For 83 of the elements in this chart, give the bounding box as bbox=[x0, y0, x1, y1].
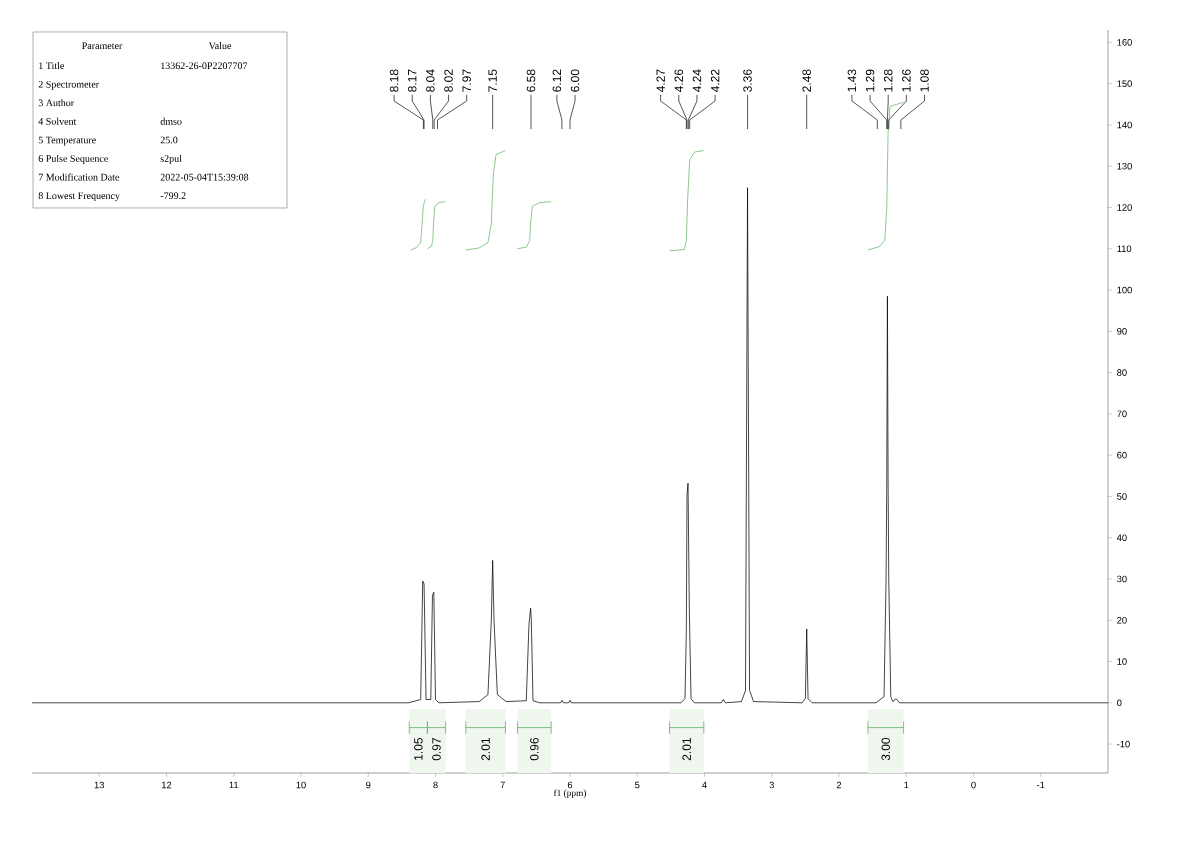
y-tick-label: 20 bbox=[1117, 616, 1127, 624]
category-label: 2 Spectrometer bbox=[38, 80, 99, 90]
text: 2022-05-04T15:39:08 bbox=[160, 173, 249, 181]
x-tick-label: 3 bbox=[769, 781, 774, 789]
x-tick-label: 8 bbox=[433, 781, 438, 789]
category-label: 4 Solvent bbox=[38, 117, 77, 125]
annotation: 6.12 bbox=[552, 69, 562, 92]
x-tick-label: 9 bbox=[366, 781, 371, 789]
y-tick-label: 130 bbox=[1117, 162, 1132, 170]
x-tick-label: 12 bbox=[162, 781, 172, 789]
y-tick-label: 40 bbox=[1116, 534, 1127, 541]
y-tick-label: 70 bbox=[1117, 410, 1127, 418]
x-tick-label: 7 bbox=[500, 781, 505, 789]
annotation: 6.58 bbox=[526, 69, 536, 92]
line-series bbox=[517, 201, 552, 250]
category-label: 7 Modification Date bbox=[38, 173, 120, 181]
annotation: 1.43 bbox=[847, 69, 857, 92]
x-tick-label: 5 bbox=[635, 781, 640, 789]
category-label: 5 Temperature bbox=[38, 136, 96, 146]
x-tick-label: 6 bbox=[567, 781, 573, 789]
annotation: 8.04 bbox=[426, 69, 435, 92]
line-series bbox=[465, 150, 506, 251]
line-series bbox=[669, 150, 705, 252]
band-label: 0.96 bbox=[530, 737, 539, 761]
text: 25.0 bbox=[160, 136, 178, 144]
text: -799.2 bbox=[160, 192, 186, 200]
y-tick-label: 160 bbox=[1117, 39, 1132, 46]
annotation: Value bbox=[208, 42, 232, 50]
annotation: 8.02 bbox=[444, 69, 453, 92]
y-tick-label: 0 bbox=[1117, 699, 1122, 707]
y-tick-label: 80 bbox=[1117, 369, 1127, 376]
y-tick-label: 110 bbox=[1117, 245, 1132, 253]
y-tick-label: 150 bbox=[1117, 80, 1132, 87]
x-axis-title: f1 (ppm) bbox=[553, 789, 587, 799]
annotation: 1.08 bbox=[920, 69, 929, 92]
x-tick-label: 13 bbox=[94, 781, 105, 789]
category-label: 6 Pulse Sequence bbox=[38, 154, 108, 164]
band-label: 2.01 bbox=[682, 738, 691, 761]
y-tick-label: 10 bbox=[1117, 658, 1127, 665]
band-label: 0.97 bbox=[432, 738, 441, 761]
x-tick-label: 2 bbox=[836, 781, 842, 789]
band-label: 1.05 bbox=[414, 737, 423, 760]
y-tick-label: -10 bbox=[1117, 740, 1130, 748]
y-tick-label: 100 bbox=[1117, 286, 1132, 294]
x-tick-label: 0 bbox=[971, 781, 976, 789]
category-label: 1 Title bbox=[39, 62, 64, 70]
x-tick-label: 1 bbox=[904, 781, 909, 789]
annotation: 4.27 bbox=[656, 69, 665, 93]
annotation: 8.18 bbox=[389, 69, 399, 92]
annotation: 1.29 bbox=[865, 69, 875, 92]
x-tick-label: 10 bbox=[296, 781, 306, 789]
category-label: 3 Author bbox=[38, 99, 75, 107]
x-tick-label: -1 bbox=[1037, 781, 1045, 789]
text: s2pul bbox=[160, 154, 182, 164]
x-tick-label: 4 bbox=[702, 781, 707, 789]
y-tick-label: 90 bbox=[1117, 328, 1127, 335]
y-tick-label: 30 bbox=[1117, 575, 1127, 583]
annotation: 7.97 bbox=[462, 69, 471, 92]
y-tick-label: 140 bbox=[1117, 121, 1132, 129]
line-series bbox=[867, 101, 904, 251]
annotation: 4.24 bbox=[692, 69, 702, 93]
annotation: 1.26 bbox=[902, 69, 911, 92]
category-label: 8 Lowest Frequency bbox=[38, 192, 120, 202]
y-tick-label: 120 bbox=[1117, 204, 1132, 211]
line-series bbox=[427, 201, 446, 250]
annotation: 3.36 bbox=[743, 69, 752, 92]
annotation: 4.22 bbox=[710, 69, 720, 93]
band-label: 2.01 bbox=[481, 738, 490, 761]
annotation: 7.15 bbox=[488, 69, 497, 92]
text: dmso bbox=[160, 117, 182, 125]
annotation: Parameter bbox=[82, 42, 123, 50]
annotation: 1.28 bbox=[883, 69, 893, 92]
x-tick-label: 11 bbox=[229, 781, 239, 789]
y-tick-label: 60 bbox=[1117, 451, 1127, 459]
annotation: 8.17 bbox=[407, 69, 417, 92]
band-label: 3.00 bbox=[881, 737, 890, 761]
line-series bbox=[410, 198, 426, 251]
y-tick-label: 50 bbox=[1117, 493, 1127, 500]
line-series bbox=[31, 187, 1109, 704]
annotation: 2.48 bbox=[802, 69, 811, 92]
text: 13362-26-0P2207707 bbox=[161, 62, 248, 70]
annotation: 4.26 bbox=[674, 69, 684, 93]
annotation: 6.00 bbox=[570, 69, 580, 92]
